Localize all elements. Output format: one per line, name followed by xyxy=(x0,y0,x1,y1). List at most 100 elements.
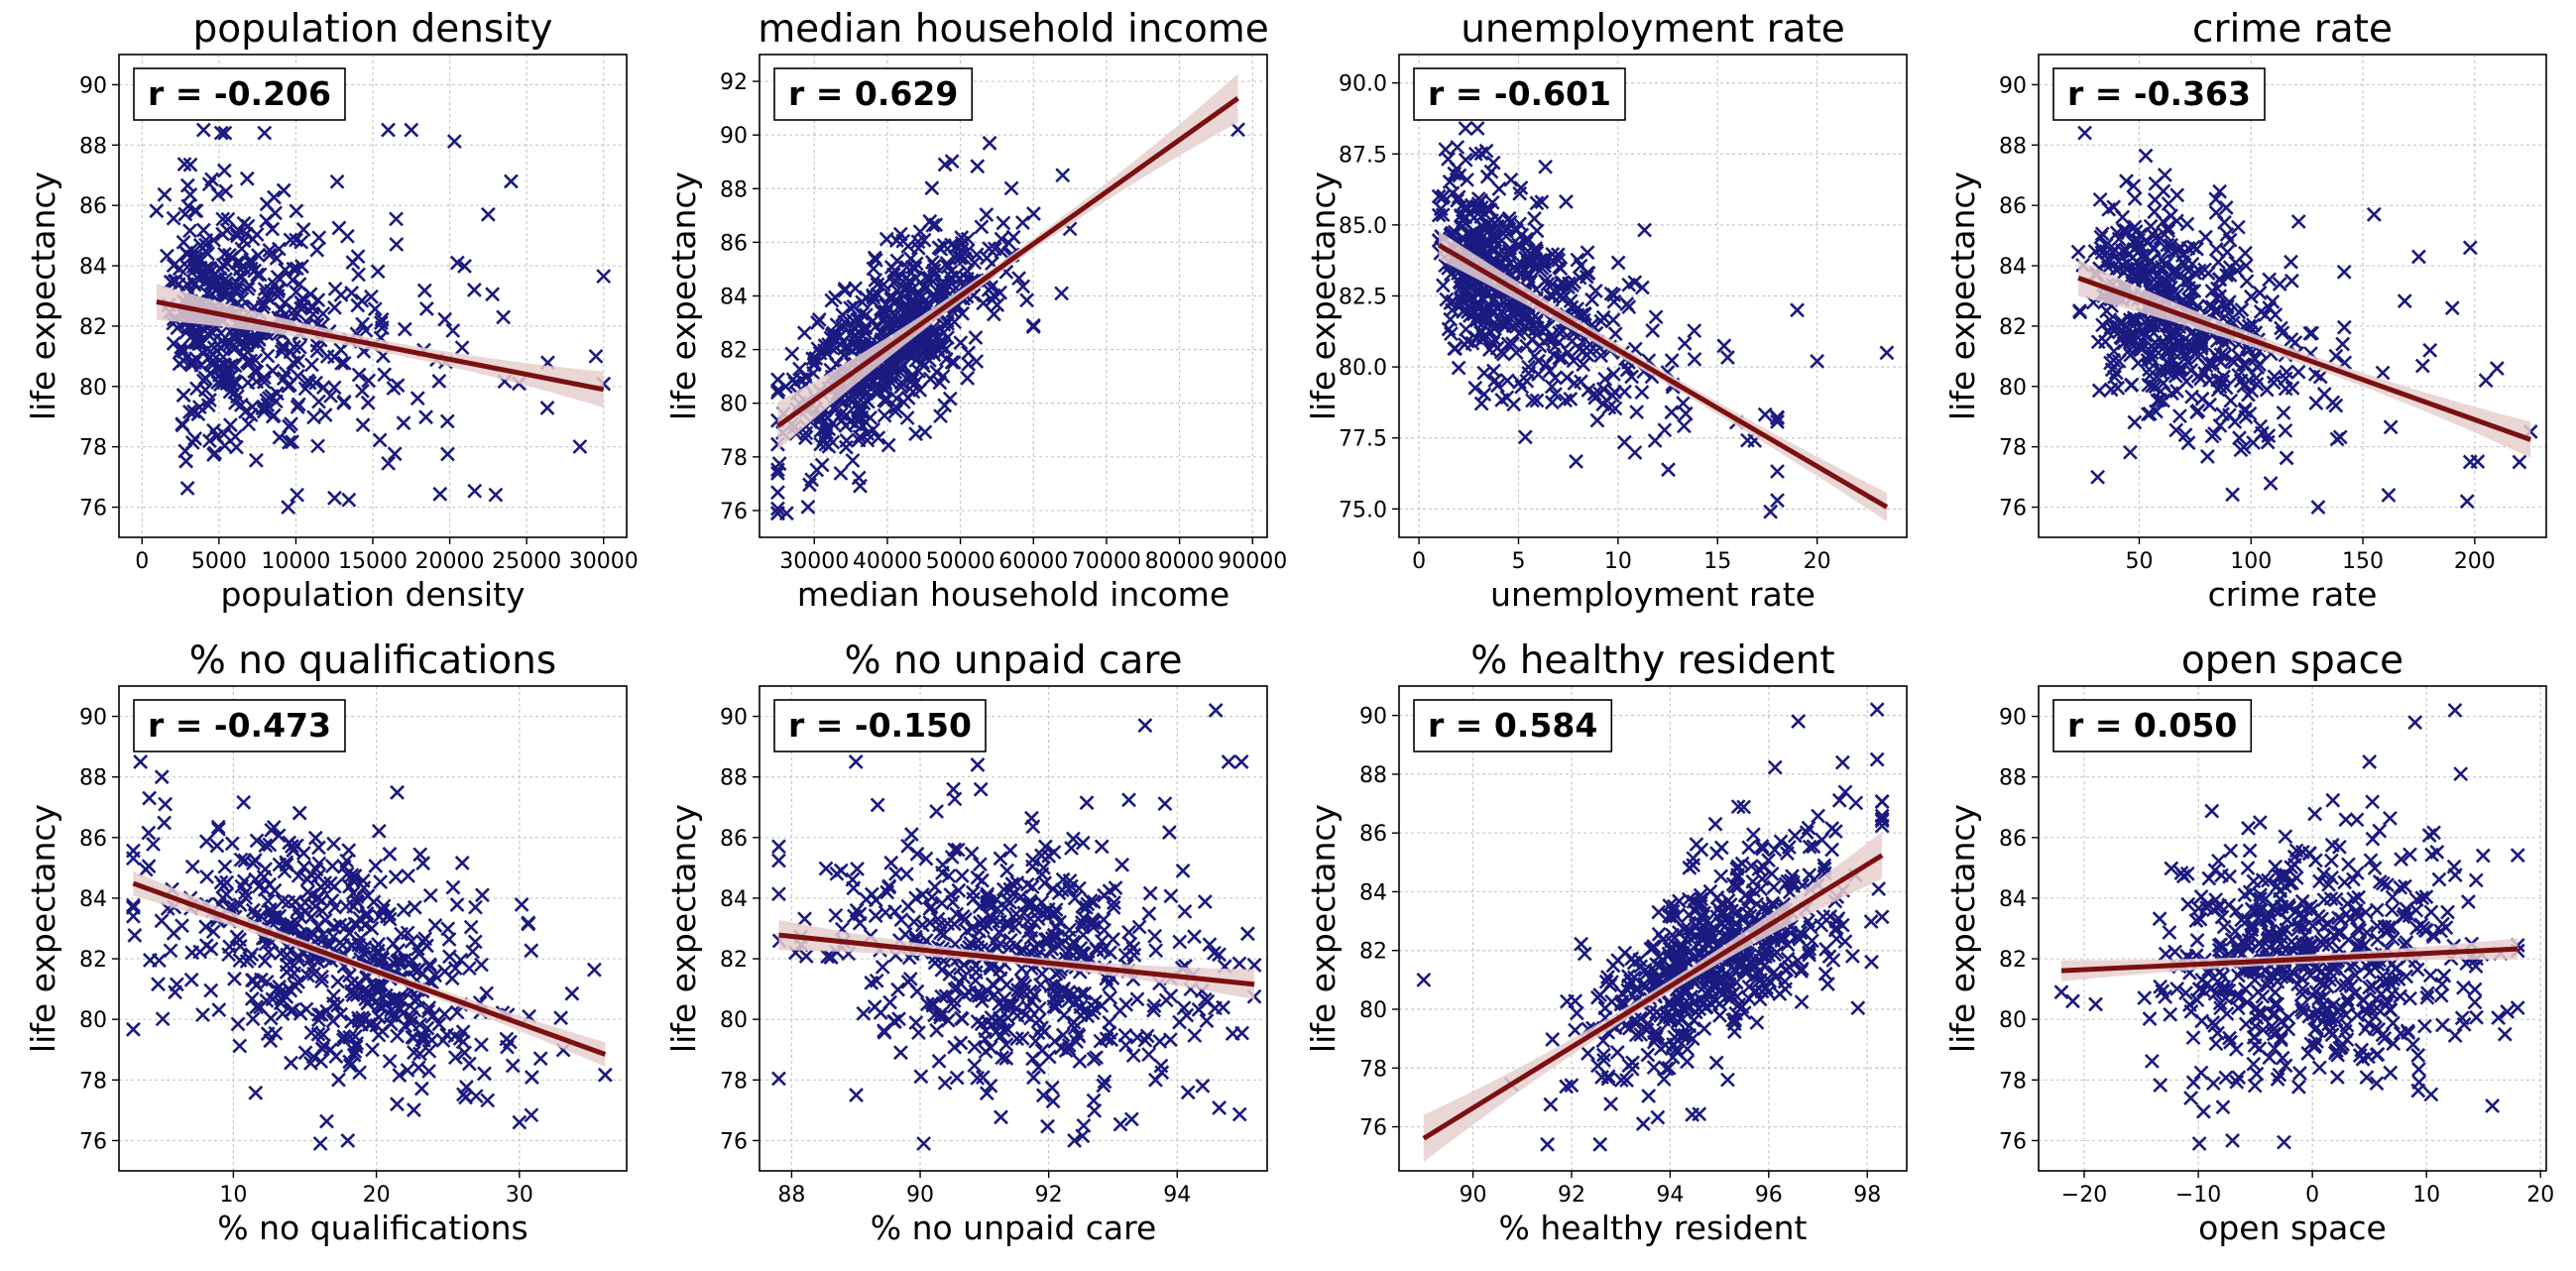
scatter-point xyxy=(979,207,995,222)
scatter-point xyxy=(1621,277,1637,292)
scatter-point xyxy=(837,314,853,330)
scatter-point xyxy=(1581,383,1596,398)
scatter-point xyxy=(1790,302,1805,318)
scatter-point xyxy=(2281,1010,2296,1025)
scatter-point xyxy=(1086,915,1102,931)
y-tick-label: 78 xyxy=(79,436,107,461)
scatter-point xyxy=(203,941,219,957)
scatter-point xyxy=(258,838,274,854)
scatter-point xyxy=(1545,1032,1561,1047)
scatter-point xyxy=(352,1065,368,1081)
scatter-point xyxy=(158,796,174,812)
scatter-point xyxy=(2491,1010,2507,1025)
r-value-label: r = 0.050 xyxy=(2067,706,2237,745)
scatter-point xyxy=(771,1071,786,1087)
scatter-point xyxy=(496,309,512,325)
scatter-point xyxy=(303,887,319,903)
scatter-point xyxy=(1664,353,1680,369)
scatter-point xyxy=(2339,991,2355,1007)
scatter-point xyxy=(877,407,892,423)
correlation-annotation: r = 0.050 xyxy=(2052,699,2253,752)
scatter-point xyxy=(1791,714,1807,729)
scatter-point xyxy=(412,847,428,863)
scatter-point xyxy=(883,260,899,275)
scatter-point xyxy=(302,287,318,302)
y-axis-label: life expectancy xyxy=(1304,804,1343,1053)
scatter-point xyxy=(311,1006,326,1022)
scatter-point xyxy=(315,305,331,321)
scatter-point xyxy=(843,300,858,316)
scatter-point xyxy=(260,348,276,364)
scatter-point xyxy=(2244,918,2260,934)
scatter-point xyxy=(1548,387,1563,403)
scatter-point xyxy=(1191,1001,1207,1017)
scatter-point xyxy=(1014,1030,1030,1046)
scatter-point xyxy=(179,177,195,193)
scatter-point xyxy=(1740,432,1755,448)
scatter-points xyxy=(769,122,1245,521)
scatter-point xyxy=(154,769,170,785)
scatter-point xyxy=(1476,387,1492,403)
scatter-point xyxy=(2222,1030,2237,1046)
scatter-point xyxy=(389,211,404,227)
scatter-point xyxy=(2110,380,2126,396)
scatter-point xyxy=(1605,367,1621,382)
scatter-point xyxy=(454,856,470,870)
x-axis-label: median household income xyxy=(797,575,1229,614)
scatter-point xyxy=(912,383,928,398)
regression-line xyxy=(1437,243,1889,510)
scatter-point xyxy=(2311,1004,2326,1020)
scatter-point xyxy=(1645,322,1661,338)
scatter-point xyxy=(1442,173,1458,189)
scatter-point xyxy=(1834,917,1850,933)
scatter-point xyxy=(1090,943,1105,958)
scatter-points xyxy=(771,703,1262,1151)
scatter-point xyxy=(445,323,461,338)
scatter-point xyxy=(1094,933,1110,949)
scatter-point xyxy=(998,1051,1014,1066)
scatter-point xyxy=(264,389,280,404)
axes-frame xyxy=(759,685,1268,1172)
scatter-point xyxy=(2261,912,2276,928)
scatter-point xyxy=(467,934,483,950)
scatter-point xyxy=(2467,994,2483,1010)
correlation-annotation: r = 0.629 xyxy=(773,67,974,121)
scatter-point xyxy=(2279,922,2294,938)
scatter-point xyxy=(1065,831,1081,847)
scatter-point xyxy=(354,292,370,308)
scatter-point xyxy=(1692,945,1707,961)
scatter-point xyxy=(961,356,977,372)
scatter-point xyxy=(2281,1021,2296,1037)
scatter-point xyxy=(1454,198,1469,214)
scatter-point xyxy=(916,1136,932,1151)
scatter-point xyxy=(988,241,1002,257)
scatter-point xyxy=(1610,953,1626,969)
x-axis-label: open space xyxy=(2198,1209,2387,1247)
panel-title: median household income xyxy=(758,7,1269,52)
y-tick-label: 84 xyxy=(79,255,107,280)
scatter-point xyxy=(1869,751,1885,767)
scatter-point xyxy=(597,1067,613,1083)
scatter-point xyxy=(2461,894,2476,910)
scatter-point xyxy=(2284,875,2299,891)
scatter-point xyxy=(396,415,411,431)
scatter-point xyxy=(947,1039,963,1055)
scatter-point xyxy=(1473,396,1489,411)
scatter-point xyxy=(1514,309,1530,325)
scatter-point xyxy=(1728,975,1744,990)
scatter-point xyxy=(283,982,298,998)
scatter-point xyxy=(2293,998,2309,1014)
scatter-point xyxy=(159,248,175,264)
scatter-point xyxy=(986,288,1001,303)
scatter-point xyxy=(1770,410,1785,426)
scatter-point xyxy=(1543,1097,1559,1112)
scatter-point xyxy=(393,1001,409,1016)
scatter-point xyxy=(1617,384,1632,400)
scatter-point xyxy=(246,973,261,988)
scatter-point xyxy=(2397,293,2412,309)
scatter-point xyxy=(848,753,864,769)
scatter-point xyxy=(414,1032,429,1048)
scatter-point xyxy=(964,846,980,862)
scatter-point xyxy=(2322,1023,2338,1039)
y-axis-label: life expectancy xyxy=(1304,172,1343,420)
